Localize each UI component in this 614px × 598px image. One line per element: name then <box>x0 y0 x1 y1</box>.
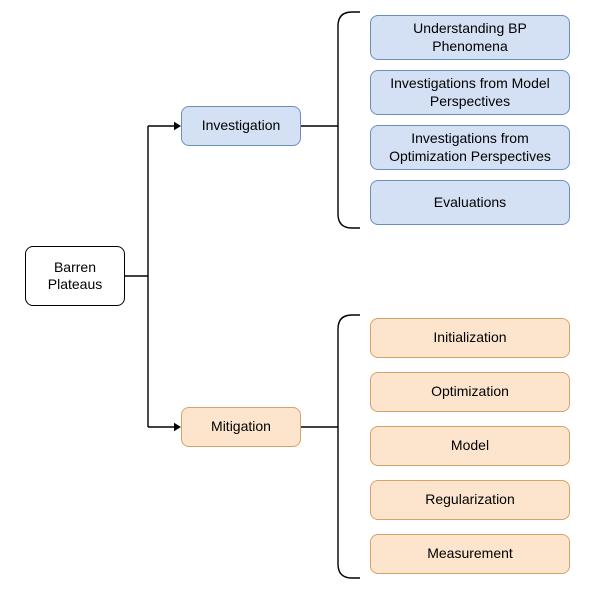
arrow-to-investigation <box>174 122 181 130</box>
node-mit_leaf2: Optimization <box>370 372 570 412</box>
node-inv_leaf2: Investigations from ModelPerspectives <box>370 70 570 115</box>
node-mit_leaf3-label: Model <box>451 437 489 455</box>
node-root: BarrenPlateaus <box>25 246 125 306</box>
node-mitigation: Mitigation <box>181 407 301 447</box>
node-investigation-label: Investigation <box>202 117 281 135</box>
node-mit_leaf1-label: Initialization <box>433 329 506 347</box>
node-mitigation-label: Mitigation <box>211 418 271 436</box>
root-branch-lines <box>125 126 174 427</box>
mitigation-bracket <box>338 315 360 578</box>
node-mit_leaf5: Measurement <box>370 534 570 574</box>
node-mit_leaf1: Initialization <box>370 318 570 358</box>
node-mit_leaf2-label: Optimization <box>431 383 509 401</box>
investigation-bracket <box>338 12 360 228</box>
node-inv_leaf2-label: Investigations from ModelPerspectives <box>390 75 550 110</box>
node-inv_leaf3-label: Investigations fromOptimization Perspect… <box>389 130 551 165</box>
node-mit_leaf4: Regularization <box>370 480 570 520</box>
node-mit_leaf5-label: Measurement <box>427 545 513 563</box>
node-mit_leaf3: Model <box>370 426 570 466</box>
arrow-to-mitigation <box>174 423 181 431</box>
node-inv_leaf4: Evaluations <box>370 180 570 225</box>
node-inv_leaf1: Understanding BPPhenomena <box>370 15 570 60</box>
node-mit_leaf4-label: Regularization <box>425 491 515 509</box>
node-root-label: BarrenPlateaus <box>48 259 102 294</box>
node-inv_leaf4-label: Evaluations <box>434 194 506 212</box>
node-inv_leaf3: Investigations fromOptimization Perspect… <box>370 125 570 170</box>
node-inv_leaf1-label: Understanding BPPhenomena <box>413 20 527 55</box>
node-investigation: Investigation <box>181 106 301 146</box>
